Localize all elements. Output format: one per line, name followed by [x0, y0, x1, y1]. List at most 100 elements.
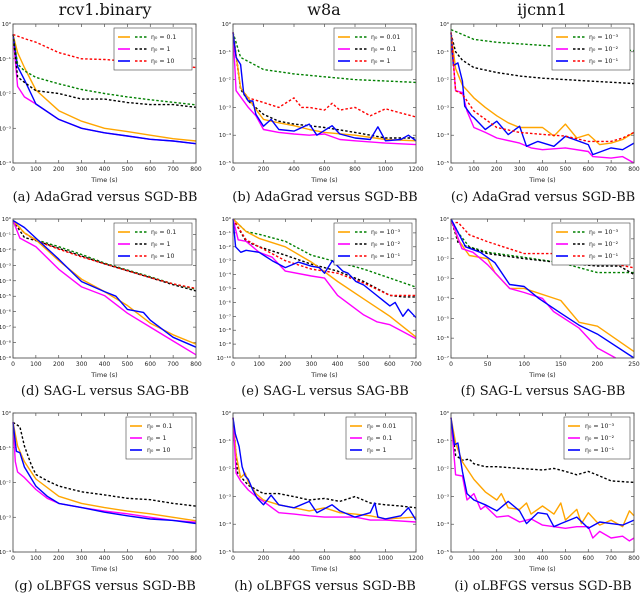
- y-tick-label: 10⁻⁹: [0, 355, 11, 362]
- y-tick-label: 10⁻³: [0, 125, 11, 132]
- series-group: [12, 33, 197, 145]
- x-tick-label: 600: [145, 555, 157, 562]
- x-tick-label: 300: [76, 555, 88, 562]
- y-tick-label: 10⁻⁵: [437, 315, 449, 322]
- x-tick-label: 300: [76, 166, 88, 173]
- legend-label: η₀ = 0.1: [367, 435, 392, 442]
- x-tick-label: 400: [99, 361, 111, 368]
- column-title-rcv1: rcv1.binary: [58, 0, 152, 19]
- legend-label: η₀ = 1: [151, 46, 171, 53]
- x-tick-label: 700: [605, 166, 617, 173]
- x-axis-label: Time (s): [90, 565, 117, 573]
- legend: η₀ = 0.1 η₀ = 1 η₀ = 10: [113, 27, 193, 71]
- x-tick-label: 100: [30, 361, 42, 368]
- x-tick-label: 50: [484, 361, 492, 368]
- x-tick-label: 200: [53, 555, 65, 562]
- x-tick-label: 800: [628, 555, 640, 562]
- subfigure-caption: (c) AdaGrad versus SGD-BB: [450, 190, 636, 205]
- x-tick-label: 700: [167, 361, 179, 368]
- y-tick-label: 10⁻²: [437, 77, 449, 84]
- legend: η₀ = 10⁻³ η₀ = 10⁻² η₀ = 10⁻¹: [563, 416, 631, 460]
- x-axis-label: Time (s): [528, 565, 555, 573]
- subfigure-caption: (f) SAG-L versus SAG-BB: [460, 384, 626, 399]
- y-tick-label: 10⁰: [440, 410, 450, 417]
- legend-label: η₀ = 10⁻²: [589, 46, 619, 53]
- x-axis-label: Time (s): [310, 176, 337, 184]
- series-group: [12, 219, 197, 356]
- legend-label: η₀ = 10⁻¹: [589, 58, 619, 65]
- x-tick-label: 700: [167, 166, 179, 173]
- x-axis-label: Time (s): [90, 371, 117, 379]
- x-tick-label: 250: [628, 361, 640, 368]
- chart-panel-i: 10⁰ 10⁻¹ 10⁻² 10⁻³ 10⁻⁴ 10⁻⁵0 100 200 300 400 500 6…: [437, 410, 640, 573]
- x-tick-label: 1200: [408, 166, 423, 173]
- y-tick-label: 10⁻¹: [437, 236, 449, 243]
- x-tick-label: 0: [11, 555, 15, 562]
- plot-frame: [232, 218, 417, 359]
- series-group: [232, 32, 417, 146]
- y-tick-label: 10⁻⁷: [219, 313, 231, 320]
- y-tick-label: 10⁻²: [0, 247, 11, 254]
- legend-label: η₀ = 0.1: [151, 229, 176, 236]
- y-tick-label: 10⁻⁴: [437, 295, 450, 302]
- y-tick-label: 10⁻⁸: [219, 327, 232, 334]
- legend-label: η₀ = 10⁻²: [585, 435, 615, 442]
- y-tick-label: 10⁰: [222, 216, 232, 223]
- x-tick-label: 200: [491, 555, 503, 562]
- x-tick-label: 400: [332, 361, 344, 368]
- legend-label: η₀ = 10⁻¹: [371, 253, 401, 260]
- y-tick-label: 10⁰: [2, 410, 12, 417]
- x-tick-label: 100: [30, 555, 42, 562]
- x-tick-label: 400: [288, 166, 300, 173]
- y-tick-label: 10⁻⁸: [0, 340, 12, 347]
- y-tick-label: 10⁻⁵: [219, 160, 231, 167]
- x-tick-label: 200: [53, 166, 65, 173]
- series-line-solid-3: [232, 417, 417, 521]
- x-tick-label: 800: [190, 166, 202, 173]
- x-tick-label: 500: [560, 166, 572, 173]
- x-tick-label: 300: [514, 166, 526, 173]
- y-tick-label: 10⁻³: [437, 276, 449, 283]
- y-tick-label: 10⁰: [440, 216, 450, 223]
- y-tick-label: 10⁻⁴: [219, 521, 232, 528]
- series-line-dashed-0: [450, 417, 635, 484]
- legend: η₀ = 0.01 η₀ = 0.1 η₀ = 1: [333, 27, 413, 71]
- x-tick-label: 100: [253, 361, 265, 368]
- plot-frame: [450, 23, 635, 164]
- x-tick-label: 200: [491, 166, 503, 173]
- chart-panel-f: 10⁰ 10⁻¹ 10⁻² 10⁻³ 10⁻⁴ 10⁻⁵ 10⁻⁶ 10⁻⁷0 50 100 150…: [437, 216, 640, 379]
- series-line-dashed-1: [450, 218, 635, 276]
- x-tick-label: 150: [555, 361, 567, 368]
- y-tick-label: 10⁻⁹: [219, 341, 231, 348]
- x-tick-label: 0: [11, 166, 15, 173]
- x-tick-label: 0: [11, 361, 15, 368]
- y-tick-label: 10⁻¹: [219, 230, 231, 237]
- series-line-dashed-5: [450, 32, 635, 143]
- y-tick-label: 10⁻⁴: [0, 549, 12, 556]
- x-tick-label: 400: [288, 555, 300, 562]
- y-tick-label: 10⁻²: [0, 91, 11, 98]
- series-line-solid-5: [232, 218, 417, 319]
- chart-panel-c: 10⁰ 10⁻¹ 10⁻² 10⁻³ 10⁻⁴ 10⁻⁵0 100 200 300 400 500 6…: [437, 21, 640, 184]
- subfigure-caption: (i) oLBFGS versus SGD-BB: [454, 579, 632, 594]
- y-tick-label: 10⁻⁶: [437, 335, 450, 342]
- y-tick-label: 10⁻¹: [0, 231, 11, 238]
- legend-label: η₀ = 1: [151, 241, 171, 248]
- x-tick-label: 800: [349, 166, 361, 173]
- x-tick-label: 0: [231, 166, 235, 173]
- x-tick-label: 600: [145, 361, 157, 368]
- x-tick-label: 200: [258, 555, 270, 562]
- x-tick-label: 300: [514, 555, 526, 562]
- chart-panel-b: 10⁰ 10⁻¹ 10⁻² 10⁻³ 10⁻⁴ 10⁻⁵0 200 400 600 800 1000…: [219, 21, 424, 184]
- y-tick-label: 10⁻⁶: [219, 299, 232, 306]
- chart-panel-e: 10⁰ 10⁻¹ 10⁻² 10⁻³ 10⁻⁴ 10⁻⁵ 10⁻⁶ 10⁻⁷ 10⁻⁸ 10⁻⁹ 1…: [217, 216, 422, 379]
- x-tick-label: 800: [628, 166, 640, 173]
- subfigure-caption: (g) oLBFGS versus SGD-BB: [14, 579, 196, 594]
- y-tick-label: 10⁻³: [219, 104, 231, 111]
- y-tick-label: 10⁻¹: [437, 438, 449, 445]
- x-tick-label: 400: [537, 555, 549, 562]
- y-tick-label: 10⁻⁴: [219, 272, 232, 279]
- subfigure-caption: (e) SAG-L versus SAG-BB: [241, 384, 409, 399]
- x-tick-label: 700: [605, 555, 617, 562]
